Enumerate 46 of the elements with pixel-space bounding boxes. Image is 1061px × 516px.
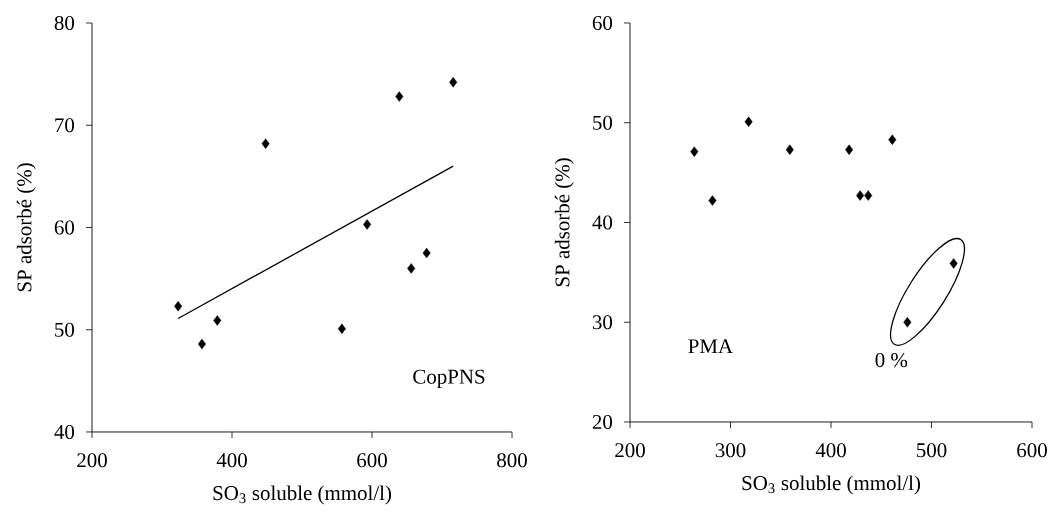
y-axis-title: SP adsorbé (%) <box>554 158 574 287</box>
annotation: PMA <box>688 339 733 354</box>
y-tick-label: 40 <box>54 424 75 440</box>
x-tick-label: 400 <box>815 443 846 458</box>
x-tick-label: 400 <box>216 453 247 468</box>
annotation: 0 % <box>875 353 908 368</box>
point <box>213 315 222 326</box>
x-axis-title: SO$_{3}$ soluble (mmol/l) <box>213 485 392 505</box>
point <box>363 219 372 230</box>
point <box>449 77 458 88</box>
annotation: CopPNS <box>413 369 485 388</box>
point <box>261 138 270 149</box>
y-tick-label: 50 <box>593 115 613 130</box>
point <box>888 134 897 145</box>
x-tick-label: 600 <box>1017 443 1047 458</box>
y-tick-label: 30 <box>592 315 613 330</box>
point <box>845 144 854 155</box>
point <box>407 263 416 274</box>
y-tick-label: 70 <box>55 118 75 133</box>
point <box>949 258 958 269</box>
point <box>785 144 794 155</box>
x-tick-label: 800 <box>497 453 527 468</box>
x-tick-label: 200 <box>615 443 645 458</box>
point <box>197 338 206 350</box>
y-tick-label: 40 <box>592 215 613 230</box>
point <box>690 146 699 157</box>
point <box>708 195 717 206</box>
point <box>422 247 431 259</box>
y-tick-label: 50 <box>55 322 75 337</box>
point <box>856 190 865 201</box>
x-tick-label: 300 <box>715 443 746 458</box>
x-tick-label: 500 <box>917 443 947 458</box>
point <box>395 91 404 102</box>
y-tick-label: 60 <box>54 220 75 235</box>
point <box>864 190 873 201</box>
y-tick-label: 80 <box>54 15 75 31</box>
x-tick-label: 200 <box>77 453 107 468</box>
x-tick-label: 600 <box>357 453 387 468</box>
point <box>174 301 183 312</box>
y-axis-title: SP adsorbé (%) <box>16 163 36 292</box>
y-tick-label: 60 <box>592 15 613 31</box>
x-axis-title: SO$_{3}$ soluble (mmol/l) <box>742 475 921 495</box>
point <box>903 317 912 328</box>
point <box>337 323 346 334</box>
y-tick-label: 20 <box>592 414 613 430</box>
point <box>744 116 753 127</box>
